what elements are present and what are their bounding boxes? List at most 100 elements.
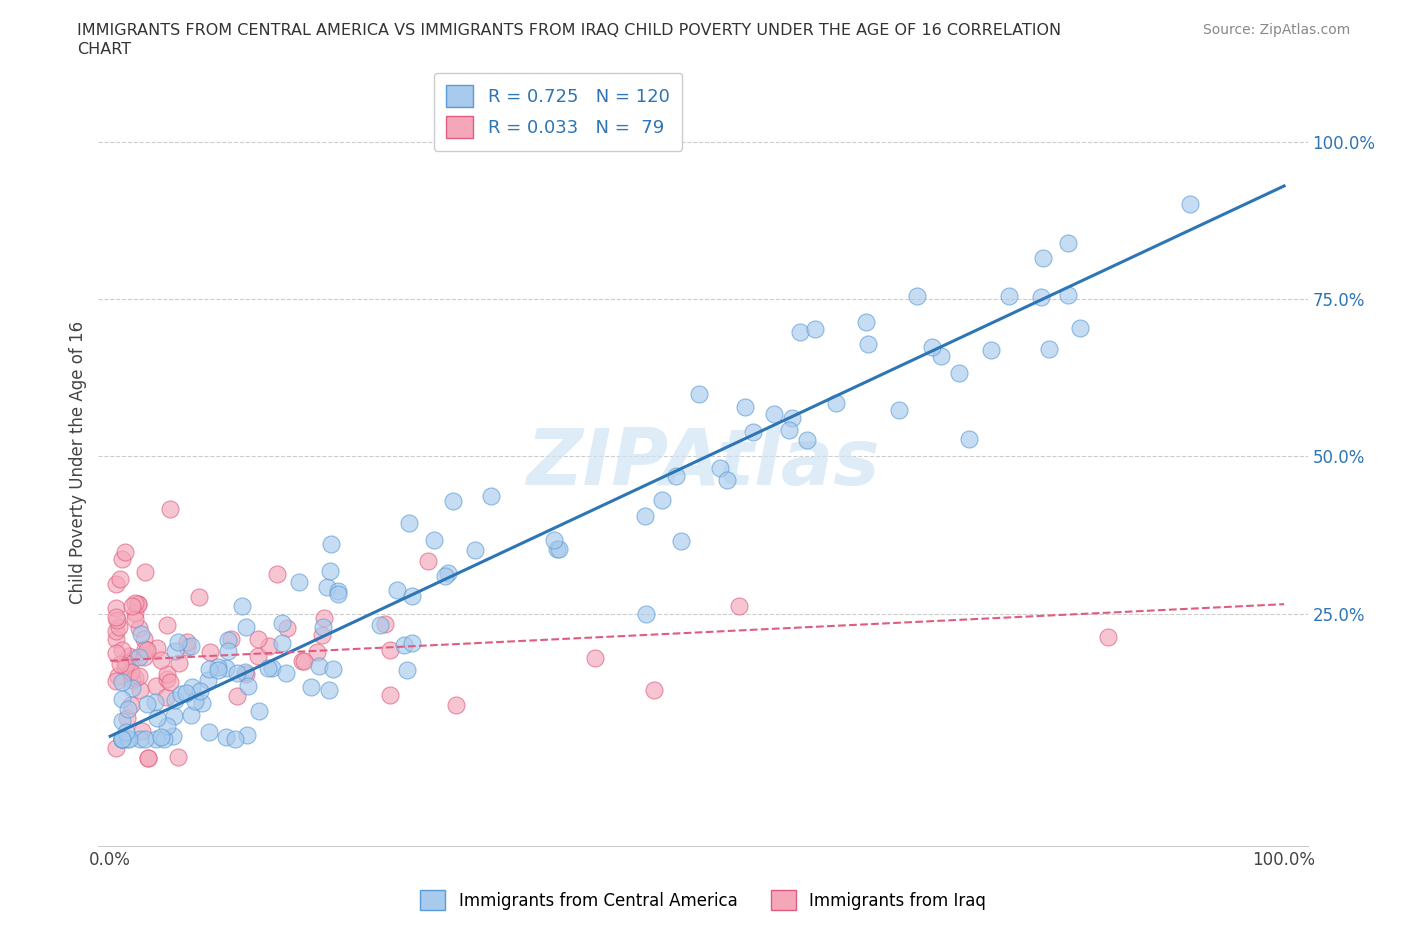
Point — [889, 403, 911, 418]
Point — [997, 288, 1019, 303]
Point — [716, 472, 738, 487]
Point — [188, 684, 211, 698]
Point — [316, 579, 339, 594]
Point — [669, 534, 692, 549]
Point — [111, 674, 134, 689]
Point — [274, 666, 297, 681]
Point — [132, 650, 155, 665]
Point — [401, 635, 423, 650]
Point — [129, 732, 152, 747]
Point — [378, 643, 401, 658]
Point — [921, 339, 943, 354]
Point — [1038, 341, 1060, 356]
Point — [796, 432, 818, 447]
Point — [146, 641, 169, 656]
Point — [167, 656, 190, 671]
Point — [135, 697, 157, 711]
Point — [651, 492, 673, 507]
Point — [1057, 236, 1080, 251]
Point — [207, 663, 229, 678]
Point — [128, 669, 150, 684]
Point — [299, 680, 322, 695]
Point — [319, 564, 342, 578]
Point — [105, 741, 128, 756]
Point — [688, 386, 710, 401]
Point — [159, 501, 181, 516]
Point — [238, 679, 260, 694]
Text: CHART: CHART — [77, 42, 131, 57]
Point — [197, 672, 219, 687]
Point — [235, 620, 257, 635]
Point — [111, 691, 134, 706]
Point — [246, 648, 269, 663]
Point — [780, 410, 803, 425]
Point — [665, 469, 688, 484]
Point — [636, 607, 658, 622]
Point — [120, 698, 142, 713]
Point — [105, 613, 128, 628]
Point — [727, 599, 749, 614]
Point — [127, 596, 149, 611]
Point — [114, 656, 136, 671]
Point — [176, 639, 198, 654]
Point — [134, 565, 156, 579]
Point — [548, 541, 571, 556]
Point — [136, 751, 159, 765]
Point — [1032, 251, 1054, 266]
Point — [163, 693, 186, 708]
Point — [134, 732, 156, 747]
Point — [111, 732, 134, 747]
Point — [266, 567, 288, 582]
Point — [121, 681, 143, 696]
Point — [167, 750, 190, 764]
Point — [905, 288, 928, 303]
Point — [1029, 289, 1052, 304]
Point — [219, 631, 242, 646]
Point — [763, 406, 786, 421]
Point — [217, 644, 239, 658]
Point — [215, 729, 238, 744]
Point — [165, 644, 187, 658]
Point — [138, 751, 160, 765]
Point — [948, 365, 970, 380]
Point — [105, 623, 128, 638]
Point — [396, 662, 419, 677]
Point — [803, 321, 825, 336]
Point — [122, 651, 145, 666]
Point — [105, 601, 128, 616]
Point — [322, 661, 344, 676]
Point — [825, 395, 848, 410]
Point — [174, 685, 197, 700]
Point — [111, 714, 134, 729]
Point — [111, 732, 134, 747]
Point — [176, 634, 198, 649]
Point — [115, 711, 138, 725]
Point — [149, 652, 172, 667]
Point — [129, 683, 152, 698]
Text: ZIPAtlas: ZIPAtlas — [526, 425, 880, 500]
Point — [184, 694, 207, 709]
Point — [311, 628, 333, 643]
Point — [224, 732, 246, 747]
Point — [643, 683, 665, 698]
Point — [118, 732, 141, 747]
Point — [1056, 287, 1078, 302]
Point — [423, 532, 446, 547]
Point — [318, 683, 340, 698]
Text: Source: ZipAtlas.com: Source: ZipAtlas.com — [1202, 23, 1350, 37]
Point — [288, 575, 311, 590]
Point — [111, 732, 134, 747]
Point — [247, 704, 270, 719]
Point — [121, 598, 143, 613]
Point — [111, 643, 134, 658]
Point — [105, 673, 128, 688]
Point — [197, 662, 219, 677]
Point — [328, 587, 350, 602]
Point — [191, 695, 214, 710]
Point — [134, 631, 156, 646]
Point — [170, 687, 193, 702]
Point — [368, 618, 391, 632]
Point — [401, 588, 423, 603]
Point — [257, 660, 280, 675]
Point — [270, 636, 292, 651]
